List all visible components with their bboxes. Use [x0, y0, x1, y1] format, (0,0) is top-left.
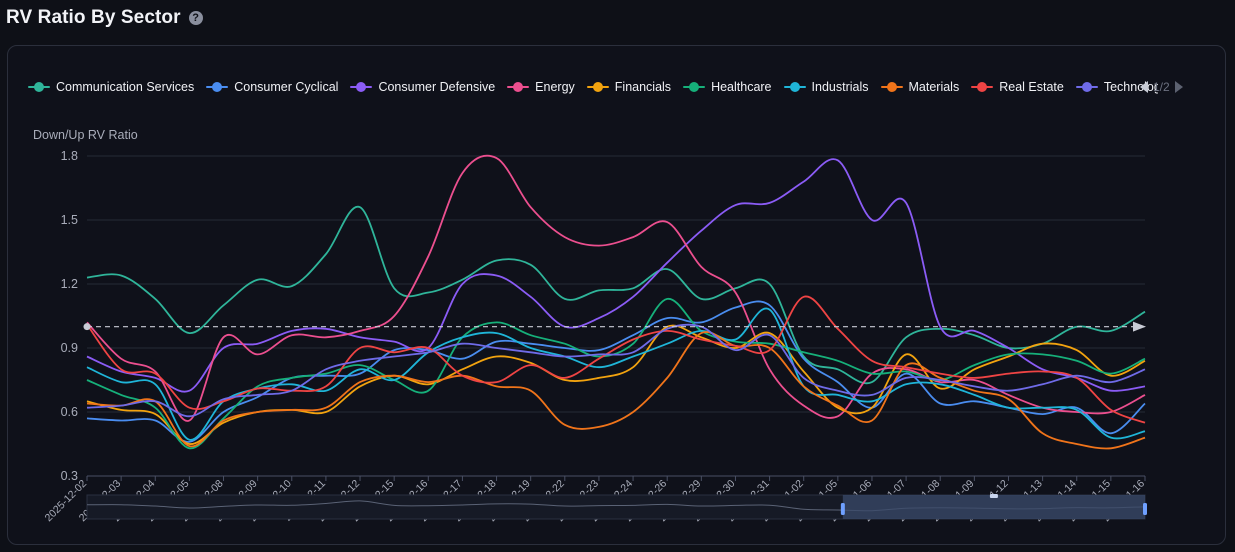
legend-swatch-icon	[206, 81, 229, 93]
legend-label: Real Estate	[999, 80, 1064, 94]
legend-next-page-icon[interactable]	[1174, 81, 1183, 93]
legend-item[interactable]: Consumer Cyclical	[206, 78, 338, 96]
zoom-slider-window[interactable]	[842, 495, 1145, 519]
legend-label: Healthcare	[711, 80, 772, 94]
legend-item[interactable]: Consumer Defensive	[350, 78, 495, 96]
series-line	[86, 297, 1146, 450]
header: RV Ratio By Sector ?	[6, 4, 203, 32]
series-line	[86, 323, 1146, 418]
legend-item[interactable]: Healthcare	[683, 78, 772, 96]
legend-swatch-icon	[683, 81, 706, 93]
reference-line-arrow-icon	[1133, 321, 1146, 332]
page-title: RV Ratio By Sector	[6, 7, 181, 28]
series-line	[86, 154, 1146, 422]
series-line	[86, 205, 1146, 385]
legend-item[interactable]: Communication Services	[28, 78, 194, 96]
y-tick-label: 0.9	[61, 341, 78, 355]
y-tick-label: 1.5	[61, 213, 78, 227]
legend-label: Consumer Defensive	[378, 80, 496, 94]
legend-page-indicator: 1/2	[1153, 80, 1170, 94]
legend-swatch-icon	[880, 81, 903, 93]
y-tick-label: 0.3	[61, 469, 78, 483]
legend-swatch-icon	[350, 81, 373, 93]
legend-swatch-icon	[971, 81, 994, 93]
legend-prev-page-icon[interactable]	[1140, 81, 1148, 93]
legend-label: Materials	[908, 80, 960, 94]
help-icon[interactable]: ?	[188, 11, 203, 25]
legend-swatch-icon	[507, 81, 530, 93]
zoom-slider-left-handle[interactable]	[840, 503, 845, 515]
series-line	[86, 331, 1146, 450]
legend-label: Energy	[535, 80, 575, 94]
zoom-slider-move-handle[interactable]	[989, 494, 998, 498]
chart-card	[7, 45, 1226, 545]
legend-label: Communication Services	[56, 80, 195, 94]
legend-item[interactable]: Real Estate	[971, 78, 1064, 96]
legend-label: Consumer Cyclical	[234, 80, 339, 94]
series-line	[86, 158, 1146, 393]
legend-swatch-icon	[783, 81, 806, 93]
legend-swatch-icon	[28, 81, 50, 93]
y-tick-label: 1.8	[61, 149, 78, 163]
legend-pager: 1/2	[1140, 80, 1183, 94]
legend-label: Industrials	[811, 80, 869, 94]
reference-line-start-marker	[83, 323, 91, 331]
y-tick-label: 0.6	[61, 405, 78, 419]
legend-swatch-icon	[586, 81, 609, 93]
legend-item[interactable]: Materials	[880, 78, 960, 96]
y-tick-label: 1.2	[61, 277, 78, 291]
y-axis-title: Down/Up RV Ratio	[33, 128, 138, 142]
zoom-slider-right-handle[interactable]	[1143, 503, 1147, 515]
legend-item[interactable]: Industrials	[783, 78, 869, 96]
legend-swatch-icon	[1075, 81, 1098, 93]
legend-item[interactable]: Financials	[586, 78, 672, 96]
series-line	[86, 295, 1146, 424]
legend-item[interactable]: Energy	[507, 78, 575, 96]
legend-label: Financials	[614, 80, 672, 94]
